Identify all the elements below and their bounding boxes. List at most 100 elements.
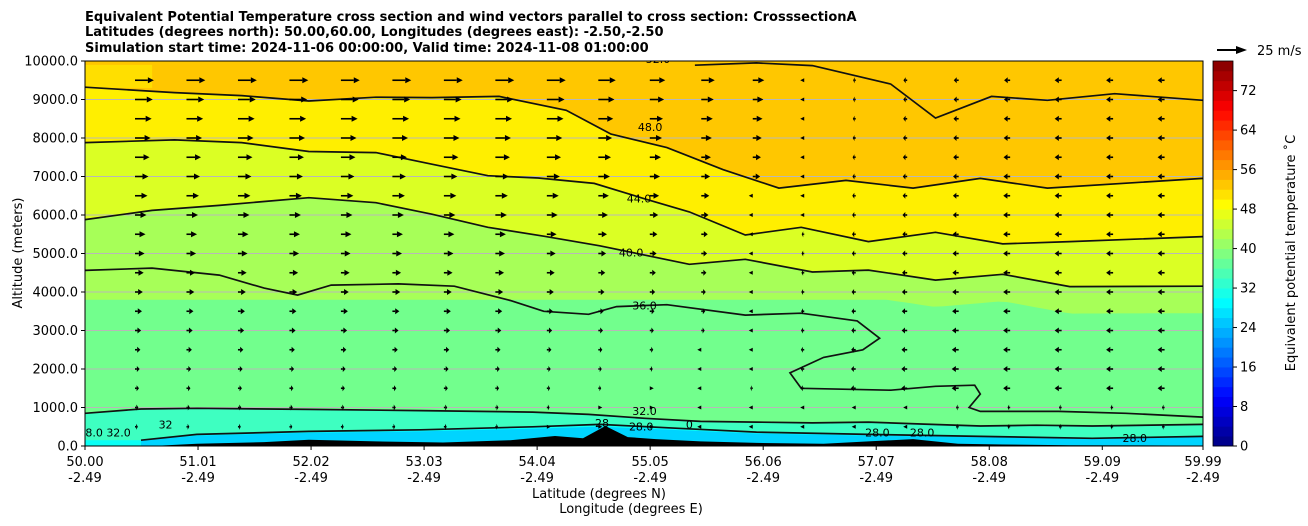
- colorbar-swatch: [1213, 386, 1233, 398]
- wind-vector-head: [137, 346, 141, 353]
- wind-vector-head: [290, 423, 293, 430]
- colorbar-swatch: [1213, 406, 1233, 417]
- wind-vector-head: [704, 212, 709, 218]
- wind-vector-head: [1106, 192, 1111, 199]
- wind-vector-head: [555, 154, 562, 161]
- wind-vector-head: [549, 289, 554, 295]
- contour-label: 40.0: [619, 247, 644, 260]
- wind-vector-head: [344, 269, 350, 276]
- wind-vector-head: [352, 96, 359, 103]
- wind-vector-head: [342, 423, 344, 430]
- colorbar-swatch: [1213, 110, 1233, 121]
- colorbar-swatch: [1213, 268, 1233, 279]
- wind-vector-head: [290, 404, 293, 411]
- colorbar-tick-label: 32: [1240, 282, 1257, 297]
- wind-vector-head: [705, 154, 711, 161]
- colorbar-swatch: [1213, 337, 1233, 348]
- colorbar-swatch: [1213, 347, 1233, 358]
- wind-vector-head: [397, 212, 404, 218]
- x-tick-label-lon: -2.49: [294, 471, 328, 486]
- wind-vector-head: [757, 96, 764, 103]
- wind-vector-head: [903, 115, 906, 122]
- wind-vector-head: [1054, 231, 1059, 238]
- wind-vector-head: [245, 173, 252, 180]
- title-line-3: Simulation start time: 2024-11-06 00:00:…: [85, 41, 649, 56]
- wind-vector-head: [496, 404, 499, 411]
- wind-vector-head: [302, 77, 309, 84]
- wind-vector-head: [347, 192, 354, 199]
- wind-vector-head: [1106, 154, 1111, 161]
- colorbar-swatch: [1213, 278, 1233, 289]
- wind-vector-head: [455, 96, 462, 103]
- wind-vector-head: [651, 346, 654, 353]
- wind-vector-head: [551, 212, 558, 218]
- plot-area: 52.048.044.040.036.032.028.028.0 32.032 28…: [84, 53, 1204, 447]
- x-tick-label-lat: 58.08: [971, 455, 1008, 470]
- wind-vector-head: [956, 404, 958, 411]
- contour-label: 28.0: [1122, 432, 1147, 445]
- wind-vector: [800, 136, 805, 140]
- wind-vector-head: [136, 423, 138, 430]
- wind-vector-head: [1157, 96, 1162, 103]
- colorbar-swatch: [1213, 218, 1233, 230]
- colorbar-swatch: [1213, 100, 1233, 111]
- wind-vector-head: [953, 154, 957, 161]
- wind-vector: [748, 328, 753, 333]
- wind-vector-head: [706, 115, 713, 122]
- wind-vector-head: [901, 327, 905, 334]
- wind-vector-head: [901, 366, 905, 372]
- wind-vector-head: [498, 289, 504, 295]
- wind-vector-head: [1106, 269, 1111, 276]
- wind-vector-head: [902, 173, 906, 180]
- wind-vector: [903, 424, 908, 429]
- wind-vector-head: [1106, 366, 1111, 372]
- wind-vector-head: [448, 231, 455, 238]
- wind-vector-head: [756, 115, 763, 122]
- wind-vector-head: [1106, 77, 1111, 84]
- wind-vector-head: [708, 77, 715, 84]
- contour-label: 52.0: [646, 53, 671, 66]
- wind-vector-head: [1003, 212, 1008, 218]
- wind-vector-head: [902, 250, 906, 257]
- wind-vector-head: [903, 135, 906, 141]
- wind-vector: [748, 347, 753, 352]
- colorbar-tick-label: 40: [1240, 242, 1257, 257]
- wind-vector-head: [851, 366, 854, 372]
- wind-vector-head: [295, 192, 302, 199]
- wind-vector: [748, 367, 753, 371]
- colorbar-swatch: [1213, 288, 1233, 299]
- wind-vector-head: [653, 212, 659, 218]
- x-tick-label-lon: -2.49: [859, 471, 893, 486]
- wind-vector-head: [852, 192, 855, 199]
- x-tick-label-lat: 57.07: [858, 455, 895, 470]
- wind-vector-head: [1054, 154, 1059, 161]
- wind-vector-head: [951, 366, 956, 372]
- contour-label: 32.0: [106, 426, 131, 439]
- wind-vector-head: [801, 250, 804, 257]
- wind-vector-head: [903, 96, 906, 103]
- wind-vector: [851, 405, 856, 410]
- wind-vector-head: [602, 192, 609, 199]
- colorbar-tick-label: 16: [1240, 361, 1257, 376]
- wind-vector-head: [550, 250, 556, 257]
- wind-vector-head: [342, 404, 345, 411]
- wind-vector-head: [800, 346, 803, 353]
- wind-vector: [800, 213, 805, 217]
- wind-vector-head: [344, 289, 349, 295]
- wind-vector-head: [606, 135, 613, 141]
- y-axis-label: Altitude (meters): [11, 198, 26, 309]
- wind-vector-head: [702, 308, 706, 315]
- wind-vector-head: [952, 231, 957, 238]
- wind-vector-head: [607, 115, 614, 122]
- wind-vector-head: [496, 385, 500, 392]
- wind-vector-head: [195, 154, 202, 161]
- wind-vector-head: [297, 154, 304, 161]
- wind-vector-head: [190, 250, 197, 257]
- wind-vector: [748, 309, 753, 314]
- wind-vector: [748, 405, 753, 410]
- wind-vector-head: [197, 115, 204, 122]
- contour-label: 0: [686, 419, 693, 432]
- wind-vector-head: [188, 346, 192, 353]
- wind-vector-head: [196, 135, 203, 141]
- wind-vector-head: [1007, 423, 1010, 430]
